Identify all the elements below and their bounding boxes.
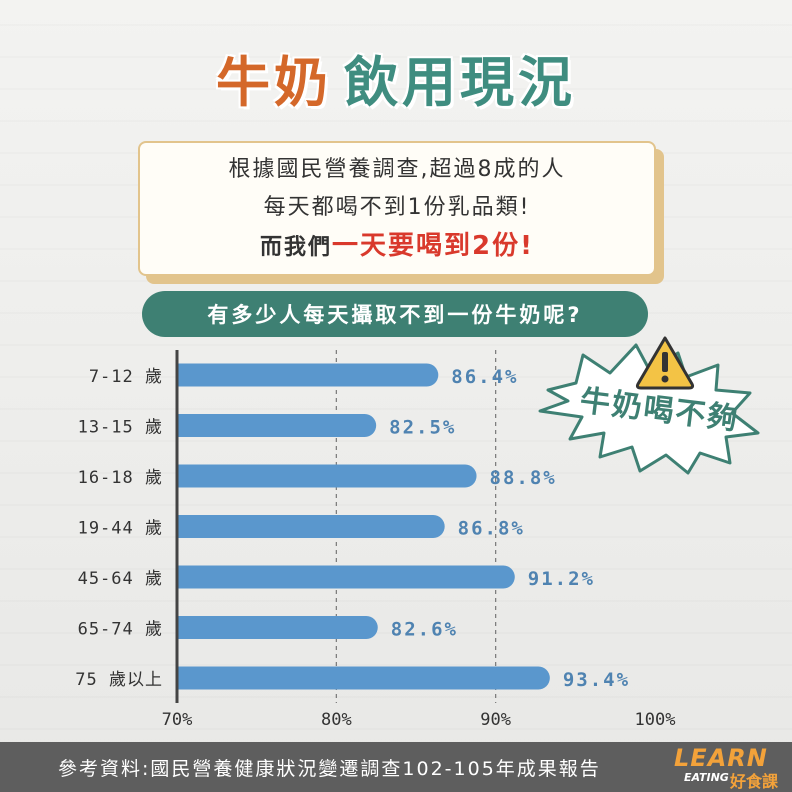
bar: [177, 666, 550, 690]
category-label: 45-64 歲: [78, 569, 163, 589]
chart-category-labels: 7-12 歲 13-15 歲 16-18 歲 19-44 歲 45-64 歲 65-74 …: [75, 367, 163, 690]
callout-burst-shape: [538, 343, 760, 475]
category-label: 7-12 歲: [89, 367, 163, 387]
bar-base: [177, 363, 189, 387]
chart-x-tick-labels: 70% 80% 90% 100%: [162, 710, 676, 730]
x-tick-label: 80%: [321, 710, 352, 730]
bar-base: [177, 666, 189, 690]
category-label: 13-15 歲: [78, 418, 163, 438]
bar-base: [177, 565, 189, 589]
value-label: 82.5%: [389, 417, 456, 439]
logo-eating: EATING: [684, 771, 729, 784]
warning-icon: [635, 336, 695, 390]
callout-burst: [538, 343, 760, 475]
value-label: 93.4%: [563, 669, 630, 691]
chart-bars: [177, 363, 550, 690]
note-line-2: 每天都喝不到1份乳品類!: [263, 194, 531, 220]
question-banner: 有多少人每天攝取不到一份牛奶呢?: [142, 291, 648, 337]
category-label: 65-74 歲: [78, 620, 163, 640]
logo-haoshike: 好食課: [730, 772, 779, 791]
x-tick-label: 70%: [162, 710, 193, 730]
page-title: 牛奶 飲用現況: [0, 38, 792, 117]
chart-value-labels: 86.4% 82.5% 88.8% 86.8% 91.2% 82.6% 93.4%: [389, 366, 630, 691]
survey-note-card: 根據國民營養調查,超過8成的人 每天都喝不到1份乳品類! 而我們一天要喝到2份!: [138, 141, 656, 276]
value-label: 82.6%: [391, 619, 458, 641]
source-citation: 參考資料:國民營養健康狀況變遷調查102-105年成果報告: [58, 758, 601, 780]
x-tick-label: 90%: [480, 710, 511, 730]
bar: [177, 464, 477, 488]
value-label: 86.8%: [458, 518, 525, 540]
value-label: 88.8%: [490, 467, 557, 489]
bar: [177, 565, 515, 589]
learn-eating-logo: LEARN EATING 好食課: [670, 744, 790, 791]
title-drinking-status: 飲用現況: [344, 51, 576, 114]
x-tick-label: 100%: [635, 710, 676, 730]
bar-base: [177, 515, 189, 538]
bar-base: [177, 616, 189, 639]
category-label: 16-18 歲: [78, 468, 163, 488]
logo-learn: LEARN: [674, 744, 768, 772]
note-line-3-prefix: 而我們: [260, 234, 333, 260]
bar: [177, 414, 377, 437]
category-label: 75 歲以上: [75, 670, 163, 690]
bar: [177, 363, 439, 387]
note-line-3: 而我們一天要喝到2份!: [260, 227, 534, 267]
title-milk: 牛奶: [216, 51, 332, 114]
note-highlight: 一天要喝到2份!: [332, 230, 534, 261]
note-line-1: 根據國民營養調查,超過8成的人: [228, 156, 566, 182]
bar: [177, 616, 378, 639]
category-label: 19-44 歲: [78, 519, 163, 539]
value-label: 86.4%: [451, 366, 518, 388]
bar-base: [177, 414, 189, 437]
footer-bar: 參考資料:國民營養健康狀況變遷調查102-105年成果報告 LEARN EATI…: [0, 742, 792, 792]
bar: [177, 515, 445, 538]
bar-base: [177, 464, 189, 488]
value-label: 91.2%: [528, 568, 595, 590]
